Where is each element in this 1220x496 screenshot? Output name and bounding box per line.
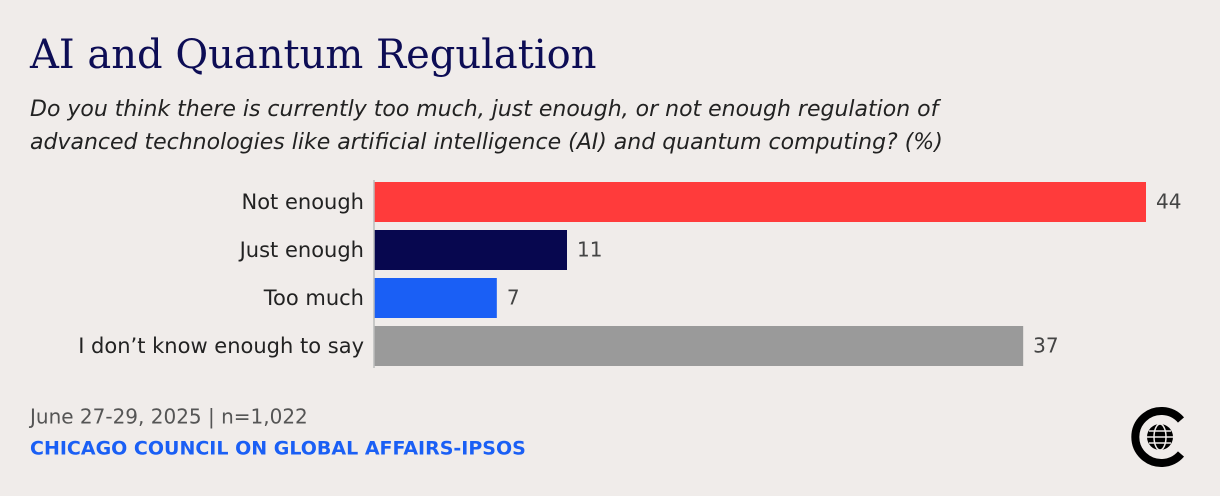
category-label: Just enough <box>238 238 364 262</box>
category-label: Too much <box>263 286 364 310</box>
bar <box>374 278 497 318</box>
note: June 27-29, 2025 | n=1,022 <box>28 405 308 429</box>
category-label: I don’t know enough to say <box>78 334 364 358</box>
bar <box>374 230 567 270</box>
bar <box>374 182 1146 222</box>
bar <box>374 326 1024 366</box>
value-label: 7 <box>507 286 520 310</box>
value-label: 11 <box>577 238 602 262</box>
chart-title: AI and Quantum Regulation <box>29 32 596 78</box>
category-label: Not enough <box>242 190 365 214</box>
source: CHICAGO COUNCIL ON GLOBAL AFFAIRS-IPSOS <box>30 438 526 460</box>
logo <box>1131 407 1185 467</box>
value-label: 44 <box>1156 190 1181 214</box>
value-label: 37 <box>1033 334 1058 358</box>
subtitle: advanced technologies like artificial in… <box>30 130 943 155</box>
subtitle: Do you think there is currently too much… <box>30 97 942 122</box>
